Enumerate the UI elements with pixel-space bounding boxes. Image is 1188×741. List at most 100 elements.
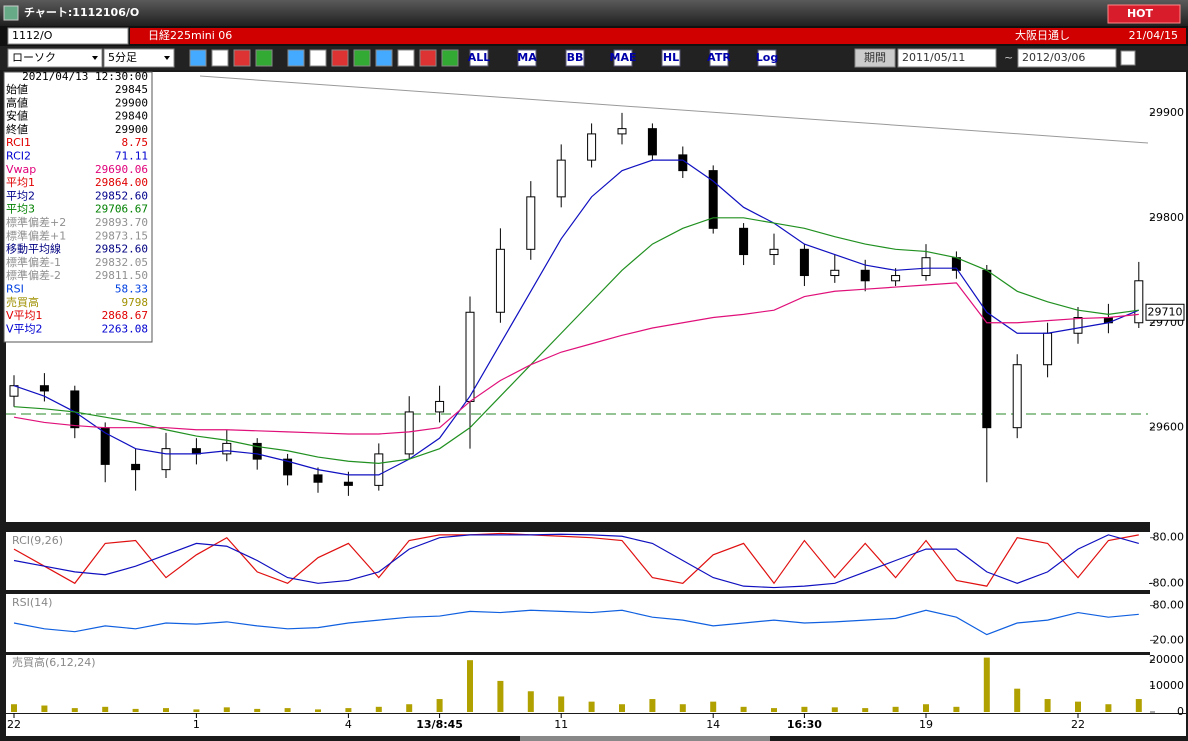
panel-title: RSI(14) bbox=[12, 596, 52, 609]
candle-body bbox=[830, 269, 840, 277]
candle-body bbox=[860, 269, 870, 282]
hot-button[interactable] bbox=[1107, 4, 1181, 24]
tool-icon-label: ATR bbox=[707, 51, 731, 64]
info-value: 71.11 bbox=[115, 150, 148, 163]
to-date[interactable] bbox=[1017, 48, 1117, 68]
volume-bar bbox=[619, 704, 625, 712]
info-value: 29864.00 bbox=[95, 176, 148, 189]
from-date[interactable] bbox=[897, 48, 997, 68]
info-label: RCI1 bbox=[6, 136, 31, 149]
x-tick-label: 1 bbox=[193, 718, 200, 731]
symbol-input[interactable] bbox=[7, 27, 129, 45]
candle-body bbox=[617, 128, 627, 135]
tool-icon[interactable] bbox=[757, 49, 777, 67]
tool-icon-label: BB bbox=[567, 51, 584, 64]
candle-body bbox=[343, 481, 353, 486]
tool-icon-label: Log bbox=[756, 51, 778, 64]
volume-bar bbox=[1105, 704, 1112, 712]
info-label: 平均3 bbox=[6, 203, 35, 216]
candle-body bbox=[891, 275, 901, 282]
hot-label[interactable]: HOT bbox=[1127, 7, 1154, 20]
tool-icon[interactable] bbox=[189, 49, 207, 67]
tool-icon-label: ALL bbox=[468, 51, 491, 64]
tool-icon[interactable] bbox=[397, 49, 415, 67]
volume-bar bbox=[740, 706, 747, 712]
name-bar bbox=[130, 28, 1186, 44]
info-label: 標準偏差+1 bbox=[6, 228, 66, 242]
info-value: 29811.50 bbox=[95, 269, 148, 282]
interval-select[interactable] bbox=[103, 48, 175, 68]
y-tick-label: -80.00 bbox=[1149, 576, 1184, 589]
scrollbar[interactable] bbox=[520, 736, 770, 741]
tool-icon[interactable] bbox=[441, 49, 459, 67]
volume-bar bbox=[11, 704, 17, 712]
tool-icon[interactable] bbox=[309, 49, 327, 67]
tool-icon[interactable] bbox=[469, 49, 489, 67]
candle-body bbox=[70, 390, 80, 429]
instrument-name: 日経225mini 06 bbox=[148, 29, 232, 42]
volume-bar bbox=[588, 701, 595, 712]
tool-icon[interactable] bbox=[233, 49, 251, 67]
tool-icon[interactable] bbox=[517, 49, 537, 67]
tool-icon-label: MA bbox=[517, 51, 537, 64]
candle-body bbox=[526, 196, 536, 250]
volume-bar bbox=[41, 705, 48, 712]
checkbox[interactable] bbox=[1120, 50, 1136, 66]
rsi-line bbox=[13, 609, 1139, 636]
candle-body bbox=[1073, 317, 1083, 334]
tool-icon-label: HL bbox=[663, 51, 679, 64]
interval[interactable]: 5分足 bbox=[108, 51, 137, 64]
tool-icon[interactable] bbox=[255, 49, 273, 67]
candle-body bbox=[465, 311, 475, 402]
tool-icon[interactable] bbox=[613, 49, 633, 67]
candle-body bbox=[647, 128, 657, 156]
chart-kind-select[interactable] bbox=[7, 48, 103, 68]
period-label[interactable]: 期間 bbox=[864, 51, 886, 64]
volume-bar bbox=[558, 696, 565, 712]
info-value: 29900 bbox=[115, 96, 148, 109]
tool-icon-label: MAE bbox=[610, 51, 637, 64]
candle-body bbox=[739, 227, 749, 256]
tool-icon[interactable] bbox=[331, 49, 349, 67]
volume-bar bbox=[315, 709, 321, 712]
info-value: 29832.05 bbox=[95, 256, 148, 269]
symbol[interactable]: 1112/O bbox=[12, 29, 53, 42]
period-button[interactable] bbox=[854, 48, 896, 68]
chart-kind[interactable]: ローソク bbox=[12, 51, 56, 64]
tool-icon[interactable] bbox=[565, 49, 585, 67]
tool-icon[interactable] bbox=[709, 49, 729, 67]
info-value: 2868.67 bbox=[102, 309, 148, 322]
average-line bbox=[13, 282, 1139, 435]
dropdown-arrow bbox=[164, 56, 170, 60]
volume-bar bbox=[1044, 699, 1051, 712]
tool-icon[interactable] bbox=[419, 49, 437, 67]
candle-body bbox=[769, 248, 779, 256]
candle-body bbox=[435, 400, 445, 413]
volume-bar bbox=[375, 706, 382, 712]
candle-body bbox=[1012, 364, 1022, 429]
tool-icon[interactable] bbox=[287, 49, 305, 67]
volume-bar bbox=[497, 680, 504, 712]
volume-bar bbox=[679, 704, 686, 712]
y-tick-label: 80.00 bbox=[1153, 531, 1185, 544]
volume-bar bbox=[831, 707, 838, 712]
from-date-text[interactable]: 2011/05/11 bbox=[902, 51, 965, 64]
info-label: 始値 bbox=[6, 82, 28, 96]
info-value: 8.75 bbox=[122, 136, 149, 149]
last-price-box bbox=[1145, 303, 1185, 321]
to-date-text[interactable]: 2012/03/06 bbox=[1022, 51, 1085, 64]
volume-bar bbox=[801, 706, 808, 712]
average-line bbox=[13, 159, 1140, 476]
tool-icon[interactable] bbox=[661, 49, 681, 67]
tool-icon[interactable] bbox=[211, 49, 229, 67]
tool-icon[interactable] bbox=[375, 49, 393, 67]
tilde: ~ bbox=[1004, 51, 1013, 64]
volume-bar bbox=[710, 701, 717, 712]
y-tick-label: 20.00 bbox=[1153, 633, 1185, 646]
tool-icon[interactable] bbox=[353, 49, 371, 67]
volume-bar bbox=[254, 708, 261, 712]
candle-body bbox=[283, 458, 293, 476]
y-tick-label: 0 bbox=[1177, 705, 1184, 718]
info-value: 29845 bbox=[115, 83, 148, 96]
rsi-plot bbox=[6, 594, 1150, 652]
